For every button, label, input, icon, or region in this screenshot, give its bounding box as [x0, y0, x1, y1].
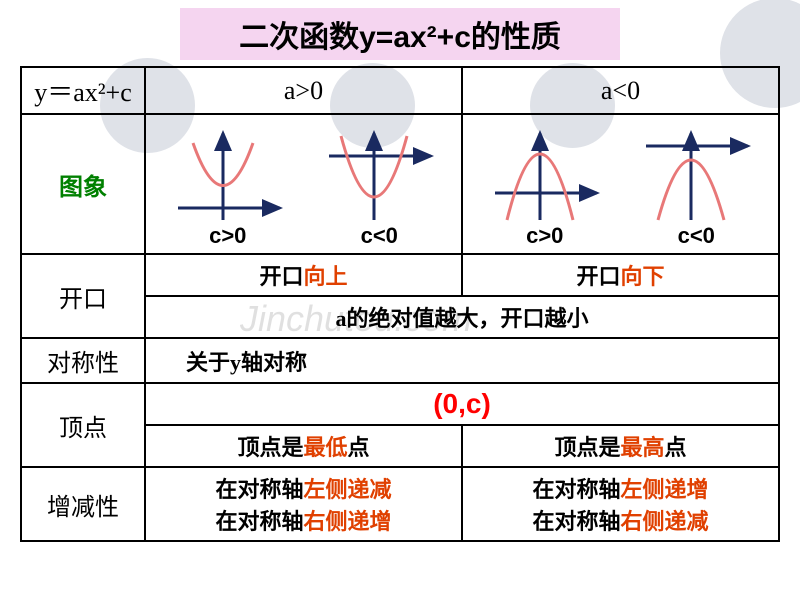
mini-graph: c>0 — [155, 128, 300, 249]
parabola-graph — [636, 128, 756, 223]
header-a-positive: a>0 — [145, 67, 462, 114]
parabola-graph — [485, 128, 605, 223]
graph-cell-positive: c>0 c<0 — [145, 114, 462, 254]
title-banner: 二次函数y=ax²+c的性质 — [180, 8, 620, 60]
row-label-symmetry: 对称性 — [21, 338, 145, 383]
row-label-graph: 图象 — [21, 114, 145, 254]
c-label: c>0 — [472, 223, 617, 249]
monotone-negative: 在对称轴左侧递增 在对称轴右侧递减 — [462, 467, 779, 541]
monotone-positive: 在对称轴左侧递减 在对称轴右侧递增 — [145, 467, 462, 541]
mini-graph: c>0 — [472, 128, 617, 249]
opening-positive: 开口向上 — [145, 254, 462, 296]
opening-shared: a的绝对值越大，开口越小 — [145, 296, 779, 338]
page-title: 二次函数y=ax²+c的性质 — [239, 21, 561, 54]
vertex-positive: 顶点是最低点 — [145, 425, 462, 467]
symmetry-text: 关于y轴对称 — [145, 338, 779, 383]
properties-table: y＝ax²+c a>0 a<0 图象 c>0 c<0 — [20, 66, 780, 542]
c-label: c<0 — [307, 223, 452, 249]
parabola-graph — [168, 128, 288, 223]
vertex-coord: (0,c) — [145, 383, 779, 425]
header-a-negative: a<0 — [462, 67, 779, 114]
row-label-opening: 开口 — [21, 254, 145, 338]
row-label-vertex: 顶点 — [21, 383, 145, 467]
vertex-negative: 顶点是最高点 — [462, 425, 779, 467]
opening-negative: 开口向下 — [462, 254, 779, 296]
mini-graph: c<0 — [307, 128, 452, 249]
graph-cell-negative: c>0 c<0 — [462, 114, 779, 254]
header-formula: y＝ax²+c — [21, 67, 145, 114]
c-label: c>0 — [155, 223, 300, 249]
row-label-monotone: 增减性 — [21, 467, 145, 541]
parabola-graph — [319, 128, 439, 223]
c-label: c<0 — [624, 223, 769, 249]
mini-graph: c<0 — [624, 128, 769, 249]
